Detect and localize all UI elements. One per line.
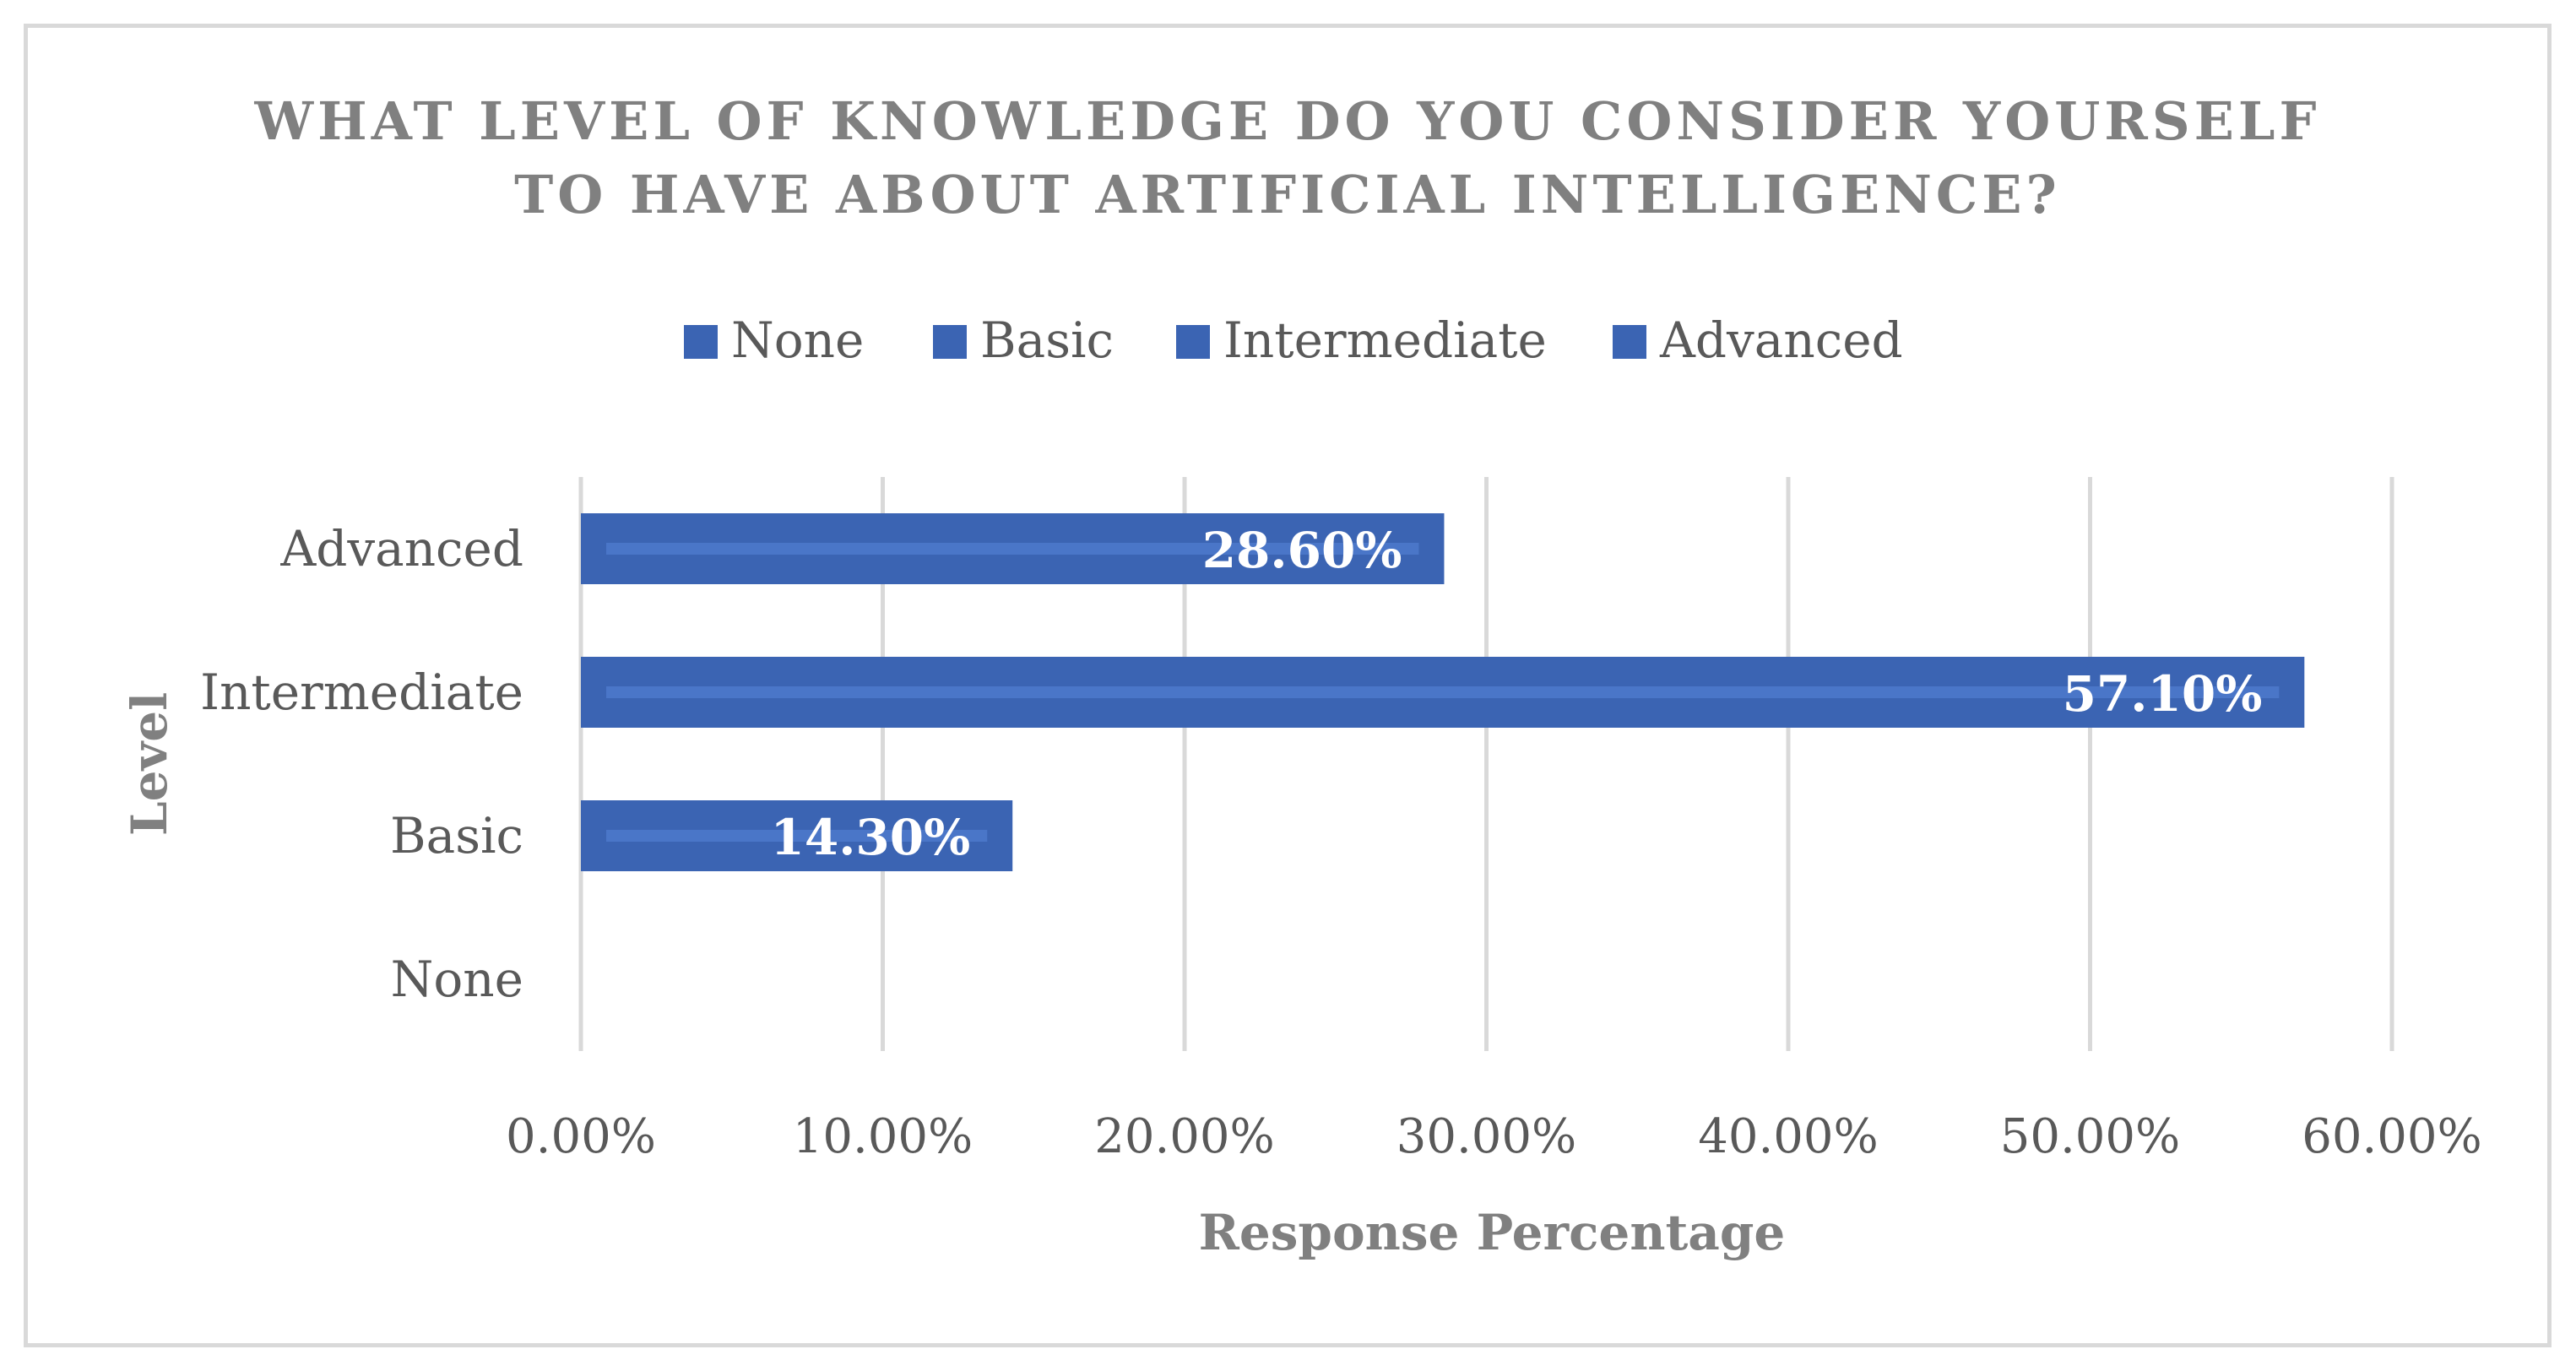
- y-axis-tick-labels: None Basic Intermediate Advanced: [200, 520, 523, 1008]
- data-label-advanced: 28.60%: [1202, 522, 1402, 579]
- y-tick-label-basic: Basic: [390, 807, 523, 864]
- legend-label-none: None: [731, 312, 864, 369]
- x-tick-label-6: 60.00%: [2302, 1109, 2482, 1164]
- bars: 14.30% 57.10% 28.60%: [581, 513, 2305, 871]
- x-axis-label: Response Percentage: [1199, 1204, 1786, 1261]
- legend-label-basic: Basic: [980, 312, 1114, 369]
- legend-label-intermediate: Intermediate: [1223, 312, 1547, 369]
- y-tick-label-none: None: [391, 951, 523, 1008]
- legend: None Basic Intermediate Advanced: [684, 312, 1903, 369]
- x-axis-tick-labels: 0.00% 10.00% 20.00% 30.00% 40.00% 50.00% 60.00…: [506, 1109, 2482, 1164]
- chart-title-line-1: WHAT LEVEL OF KNOWLEDGE DO YOU CONSIDER …: [254, 90, 2321, 152]
- bar-highlight-advanced: [606, 543, 1419, 555]
- bar-highlight-basic: [606, 830, 988, 842]
- legend-swatch-advanced: [1613, 325, 1646, 359]
- chart-title-line-2: TO HAVE ABOUT ARTIFICIAL INTELLIGENCE?: [514, 164, 2061, 225]
- x-tick-label-5: 50.00%: [2000, 1109, 2181, 1164]
- x-tick-label-2: 20.00%: [1094, 1109, 1275, 1164]
- data-label-basic: 14.30%: [770, 809, 970, 866]
- legend-swatch-intermediate: [1176, 325, 1210, 359]
- data-label-intermediate: 57.10%: [2063, 665, 2263, 723]
- legend-swatch-basic: [933, 325, 967, 359]
- y-tick-label-advanced: Advanced: [279, 520, 523, 577]
- bar-highlight-intermediate: [606, 686, 2280, 698]
- x-tick-label-1: 10.00%: [793, 1109, 973, 1164]
- legend-swatch-none: [684, 325, 718, 359]
- y-tick-label-intermediate: Intermediate: [200, 664, 523, 721]
- x-tick-label-0: 0.00%: [506, 1109, 656, 1164]
- y-axis-label: Level: [121, 692, 178, 836]
- x-tick-label-4: 40.00%: [1698, 1109, 1879, 1164]
- x-tick-label-3: 30.00%: [1396, 1109, 1577, 1164]
- legend-label-advanced: Advanced: [1659, 312, 1903, 369]
